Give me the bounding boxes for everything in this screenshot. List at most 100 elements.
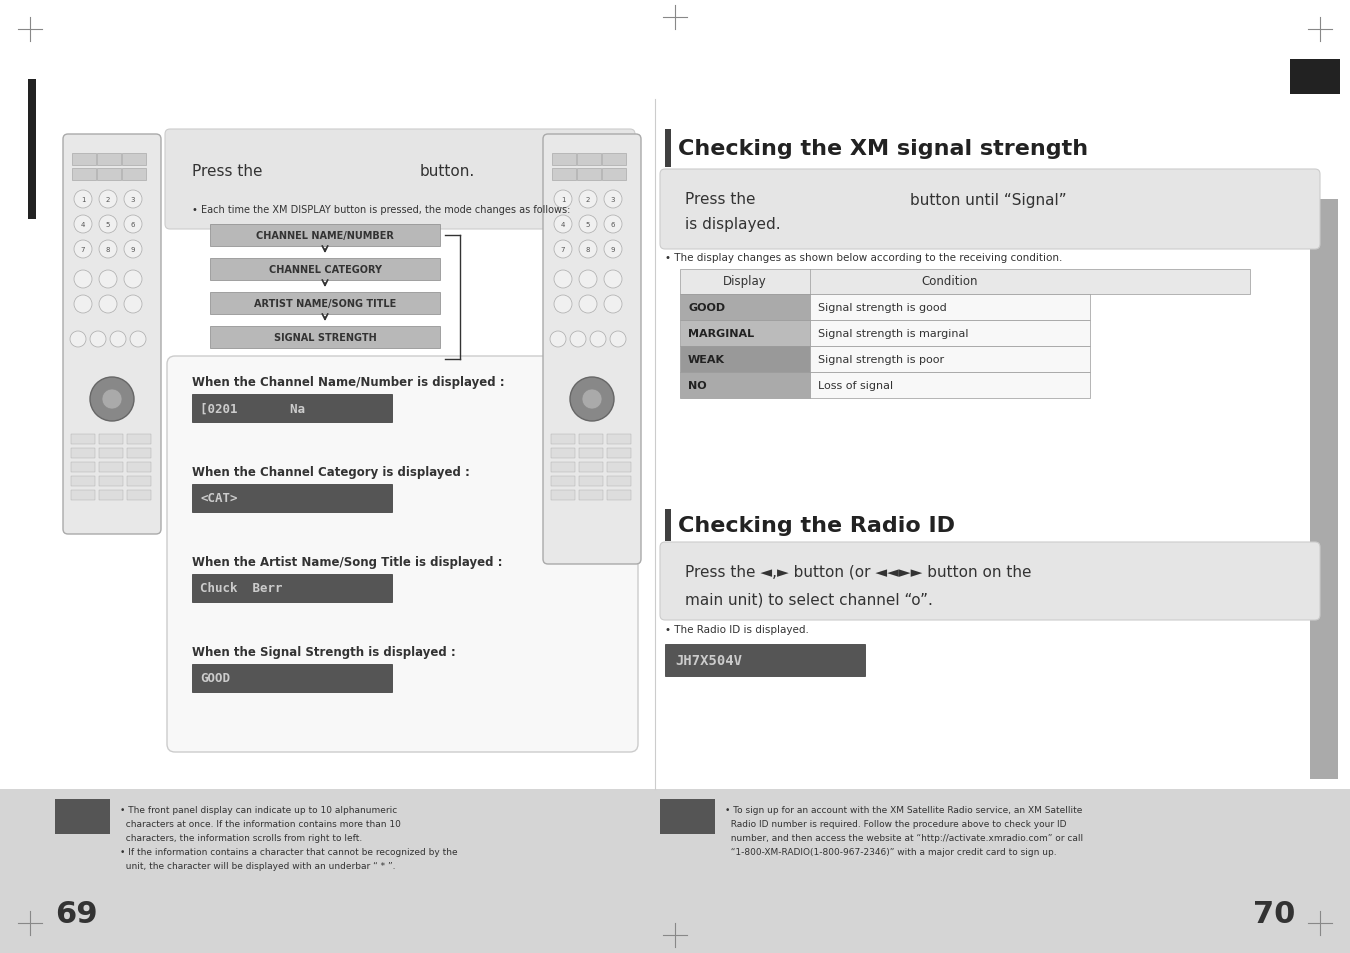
FancyBboxPatch shape (576, 153, 601, 166)
FancyBboxPatch shape (192, 664, 392, 692)
Circle shape (130, 332, 146, 348)
Text: 2: 2 (105, 196, 111, 203)
Circle shape (579, 191, 597, 209)
Text: “1-800-XM-RADIO(1-800-967-2346)” with a major credit card to sign up.: “1-800-XM-RADIO(1-800-967-2346)” with a … (725, 847, 1057, 856)
FancyBboxPatch shape (211, 327, 440, 349)
Circle shape (579, 241, 597, 258)
FancyBboxPatch shape (127, 449, 151, 458)
Circle shape (109, 332, 126, 348)
Circle shape (554, 241, 572, 258)
Text: number, and then access the website at “http://activate.xmradio.com” or call: number, and then access the website at “… (725, 833, 1083, 842)
Text: Press the: Press the (684, 193, 756, 208)
FancyBboxPatch shape (608, 476, 630, 486)
Text: When the Channel Name/Number is displayed :: When the Channel Name/Number is displaye… (192, 376, 505, 389)
FancyBboxPatch shape (127, 476, 151, 486)
Text: • To sign up for an account with the XM Satellite Radio service, an XM Satellite: • To sign up for an account with the XM … (725, 805, 1083, 814)
Text: 1: 1 (560, 196, 566, 203)
FancyBboxPatch shape (127, 462, 151, 473)
FancyBboxPatch shape (543, 135, 641, 564)
Text: unit, the character will be displayed with an underbar “ * ”.: unit, the character will be displayed wi… (120, 862, 396, 870)
Text: 2: 2 (586, 196, 590, 203)
FancyBboxPatch shape (211, 225, 440, 247)
Text: 8: 8 (105, 247, 111, 253)
FancyBboxPatch shape (810, 320, 1089, 347)
Text: Signal strength is poor: Signal strength is poor (818, 355, 944, 365)
Circle shape (554, 295, 572, 314)
Text: • The display changes as shown below according to the receiving condition.: • The display changes as shown below acc… (666, 253, 1062, 263)
Circle shape (124, 191, 142, 209)
FancyBboxPatch shape (122, 169, 146, 181)
Text: • Each time the XM DISPLAY button is pressed, the mode changes as follows:: • Each time the XM DISPLAY button is pre… (192, 205, 571, 214)
FancyBboxPatch shape (666, 130, 671, 168)
FancyBboxPatch shape (1310, 200, 1338, 780)
Text: 70: 70 (1253, 900, 1295, 928)
Text: When the Signal Strength is displayed :: When the Signal Strength is displayed : (192, 646, 456, 659)
Circle shape (603, 295, 622, 314)
Circle shape (554, 191, 572, 209)
FancyBboxPatch shape (660, 170, 1320, 250)
FancyBboxPatch shape (579, 491, 603, 500)
FancyBboxPatch shape (99, 435, 123, 444)
Circle shape (603, 215, 622, 233)
FancyBboxPatch shape (602, 169, 626, 181)
FancyBboxPatch shape (72, 476, 94, 486)
Circle shape (603, 271, 622, 289)
Circle shape (554, 271, 572, 289)
Text: Chuck  Berr: Chuck Berr (200, 582, 282, 595)
Text: Press the: Press the (192, 164, 262, 179)
FancyBboxPatch shape (72, 153, 96, 166)
Circle shape (90, 332, 107, 348)
Circle shape (579, 271, 597, 289)
Text: 9: 9 (610, 247, 616, 253)
Text: When the Channel Category is displayed :: When the Channel Category is displayed : (192, 466, 470, 479)
FancyBboxPatch shape (608, 491, 630, 500)
Text: 6: 6 (610, 222, 616, 228)
Circle shape (570, 377, 614, 421)
Text: 3: 3 (131, 196, 135, 203)
FancyBboxPatch shape (608, 449, 630, 458)
Circle shape (74, 215, 92, 233)
Text: GOOD: GOOD (200, 672, 230, 685)
Circle shape (74, 241, 92, 258)
FancyBboxPatch shape (660, 800, 716, 834)
FancyBboxPatch shape (579, 462, 603, 473)
Text: characters, the information scrolls from right to left.: characters, the information scrolls from… (120, 833, 362, 842)
FancyBboxPatch shape (0, 789, 1350, 953)
FancyBboxPatch shape (680, 320, 810, 347)
Circle shape (74, 295, 92, 314)
FancyBboxPatch shape (122, 153, 146, 166)
Text: ARTIST NAME/SONG TITLE: ARTIST NAME/SONG TITLE (254, 298, 396, 309)
Circle shape (124, 271, 142, 289)
Circle shape (603, 241, 622, 258)
FancyBboxPatch shape (579, 435, 603, 444)
Text: JH7X504V: JH7X504V (675, 654, 742, 667)
Text: <CAT>: <CAT> (200, 492, 238, 505)
FancyBboxPatch shape (810, 347, 1089, 373)
Text: [0201       Na: [0201 Na (200, 402, 305, 416)
FancyBboxPatch shape (211, 293, 440, 314)
FancyBboxPatch shape (602, 153, 626, 166)
Circle shape (74, 271, 92, 289)
Text: Press the ◄,► button (or ◄◄►► button on the: Press the ◄,► button (or ◄◄►► button on … (684, 564, 1031, 578)
Circle shape (74, 191, 92, 209)
Text: GOOD: GOOD (688, 303, 725, 313)
Text: 1: 1 (81, 196, 85, 203)
Text: main unit) to select channel “o”.: main unit) to select channel “o”. (684, 592, 933, 607)
FancyBboxPatch shape (99, 491, 123, 500)
FancyBboxPatch shape (608, 435, 630, 444)
Text: WEAK: WEAK (688, 355, 725, 365)
Circle shape (603, 191, 622, 209)
FancyBboxPatch shape (551, 476, 575, 486)
FancyBboxPatch shape (680, 373, 810, 398)
FancyBboxPatch shape (608, 462, 630, 473)
Text: Signal strength is marginal: Signal strength is marginal (818, 329, 968, 338)
Text: is displayed.: is displayed. (684, 217, 780, 233)
FancyBboxPatch shape (552, 169, 576, 181)
FancyBboxPatch shape (63, 135, 161, 535)
Text: 69: 69 (55, 900, 97, 928)
FancyBboxPatch shape (72, 435, 94, 444)
Circle shape (554, 215, 572, 233)
Text: 9: 9 (131, 247, 135, 253)
FancyBboxPatch shape (660, 542, 1320, 620)
FancyBboxPatch shape (810, 294, 1089, 320)
